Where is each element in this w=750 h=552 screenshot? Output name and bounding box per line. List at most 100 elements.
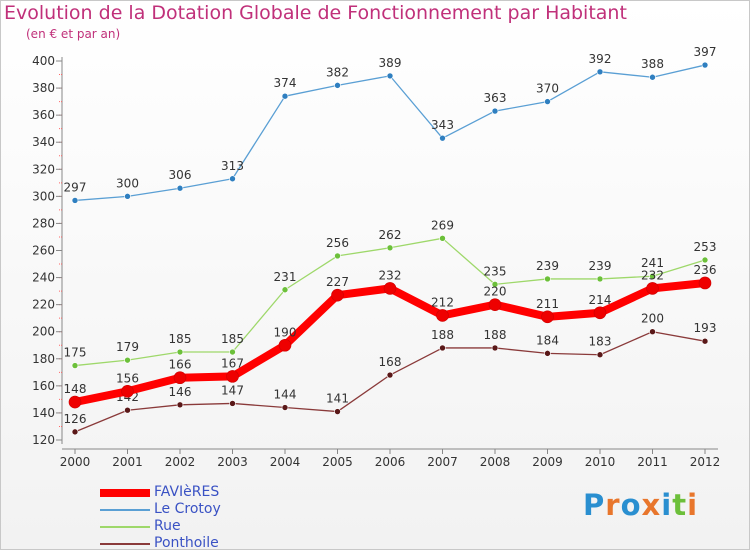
data-point-ponthoile xyxy=(229,400,236,407)
data-point-le-crotoy xyxy=(229,175,236,183)
data-label-le-crotoy: 343 xyxy=(431,118,454,132)
x-tick-label: 2006 xyxy=(375,455,406,469)
data-point-favi-res xyxy=(121,384,134,398)
data-label-le-crotoy: 374 xyxy=(274,76,297,90)
x-tick-label: 2002 xyxy=(165,455,196,469)
legend-item-le-crotoy: Le Crotoy xyxy=(100,501,300,518)
data-point-le-crotoy xyxy=(544,98,551,105)
x-tick-label: 2009 xyxy=(532,455,563,469)
y-tick-label: 300 xyxy=(32,189,55,203)
data-label-le-crotoy: 297 xyxy=(64,180,87,194)
data-label-favi-res: 190 xyxy=(274,325,297,339)
data-point-rue xyxy=(596,275,604,283)
data-label-favi-res: 232 xyxy=(641,268,664,282)
logo-letter: x xyxy=(641,488,662,522)
data-point-le-crotoy xyxy=(649,73,656,81)
y-tick-label: 140 xyxy=(32,406,55,420)
y-tick-label: 360 xyxy=(32,108,55,122)
data-label-favi-res: 156 xyxy=(116,371,139,385)
data-point-rue xyxy=(439,235,446,242)
data-label-le-crotoy: 370 xyxy=(536,82,559,96)
data-point-rue xyxy=(491,281,499,288)
data-point-ponthoile xyxy=(544,350,551,357)
data-label-le-crotoy: 306 xyxy=(169,168,192,182)
y-tick-label: 280 xyxy=(32,216,55,230)
data-label-favi-res: 148 xyxy=(64,382,87,396)
legend-label-le-crotoy: Le Crotoy xyxy=(154,501,221,517)
logo-letter: i xyxy=(661,488,673,522)
data-point-ponthoile xyxy=(71,428,79,436)
data-label-ponthoile: 200 xyxy=(641,312,664,326)
x-tick-label: 2001 xyxy=(112,455,143,469)
data-label-le-crotoy: 397 xyxy=(694,45,717,59)
data-label-rue: 179 xyxy=(116,340,139,354)
x-tick-label: 2005 xyxy=(322,455,353,469)
data-point-le-crotoy xyxy=(439,134,446,142)
data-point-rue xyxy=(701,256,709,264)
data-label-le-crotoy: 363 xyxy=(484,91,507,105)
data-point-favi-res xyxy=(541,310,554,324)
data-point-ponthoile xyxy=(439,344,446,352)
y-tick-label: 220 xyxy=(32,298,55,312)
data-point-favi-res xyxy=(698,276,712,290)
data-point-ponthoile xyxy=(649,328,656,336)
data-label-ponthoile: 147 xyxy=(221,383,244,397)
legend-swatch-ponthoile xyxy=(100,543,150,545)
legend-label-ponthoile: Ponthoile xyxy=(154,535,219,551)
data-point-favi-res xyxy=(331,288,344,302)
data-label-rue: 235 xyxy=(484,264,507,278)
x-tick-label: 2011 xyxy=(637,455,668,469)
data-label-rue: 253 xyxy=(694,240,717,254)
data-point-favi-res xyxy=(593,306,607,320)
logo-letter: o xyxy=(620,488,642,522)
data-point-le-crotoy xyxy=(281,92,289,100)
data-point-le-crotoy xyxy=(386,72,394,80)
data-label-rue: 269 xyxy=(431,218,454,232)
data-point-rue xyxy=(334,252,341,260)
y-tick-label: 380 xyxy=(32,81,55,95)
data-label-ponthoile: 188 xyxy=(431,328,454,342)
data-label-rue: 256 xyxy=(326,236,349,250)
data-point-le-crotoy xyxy=(701,61,709,69)
data-label-ponthoile: 193 xyxy=(694,321,717,335)
data-label-rue: 175 xyxy=(64,346,87,360)
data-point-favi-res xyxy=(383,282,397,295)
legend-swatch-le-crotoy xyxy=(100,509,150,511)
data-point-ponthoile xyxy=(281,404,289,411)
data-label-favi-res: 220 xyxy=(484,285,507,299)
data-point-ponthoile xyxy=(124,406,131,414)
data-label-le-crotoy: 388 xyxy=(641,57,664,71)
y-tick-label: 240 xyxy=(32,271,55,285)
data-label-rue: 262 xyxy=(379,228,402,242)
legend-label-rue: Rue xyxy=(154,518,181,534)
logo-letter: t xyxy=(672,488,688,522)
x-tick-label: 2012 xyxy=(690,455,721,469)
y-tick-label: 340 xyxy=(32,135,55,149)
data-label-favi-res: 214 xyxy=(589,293,612,307)
x-tick-label: 2008 xyxy=(480,455,511,469)
data-point-ponthoile xyxy=(176,401,184,409)
data-label-favi-res: 166 xyxy=(169,358,192,372)
y-tick-label: 160 xyxy=(32,379,55,393)
data-label-le-crotoy: 382 xyxy=(326,65,349,79)
data-label-ponthoile: 146 xyxy=(169,385,192,399)
data-point-rue xyxy=(71,362,79,369)
chart-subtitle: (en € et par an) xyxy=(26,27,121,41)
data-point-rue xyxy=(649,272,656,280)
data-point-rue xyxy=(229,348,236,356)
data-point-le-crotoy xyxy=(596,68,604,76)
data-label-rue: 239 xyxy=(589,259,612,273)
data-label-favi-res: 212 xyxy=(431,295,454,309)
data-label-ponthoile: 188 xyxy=(484,328,507,342)
logo-letter: i xyxy=(687,488,699,522)
data-point-favi-res xyxy=(68,395,82,409)
data-label-ponthoile: 184 xyxy=(536,333,559,347)
y-tick-label: 400 xyxy=(32,54,55,68)
data-point-le-crotoy xyxy=(124,193,131,200)
data-point-le-crotoy xyxy=(491,107,499,115)
data-point-ponthoile xyxy=(386,371,394,379)
logo-letter: P xyxy=(583,488,606,522)
data-label-ponthoile: 126 xyxy=(64,412,87,426)
